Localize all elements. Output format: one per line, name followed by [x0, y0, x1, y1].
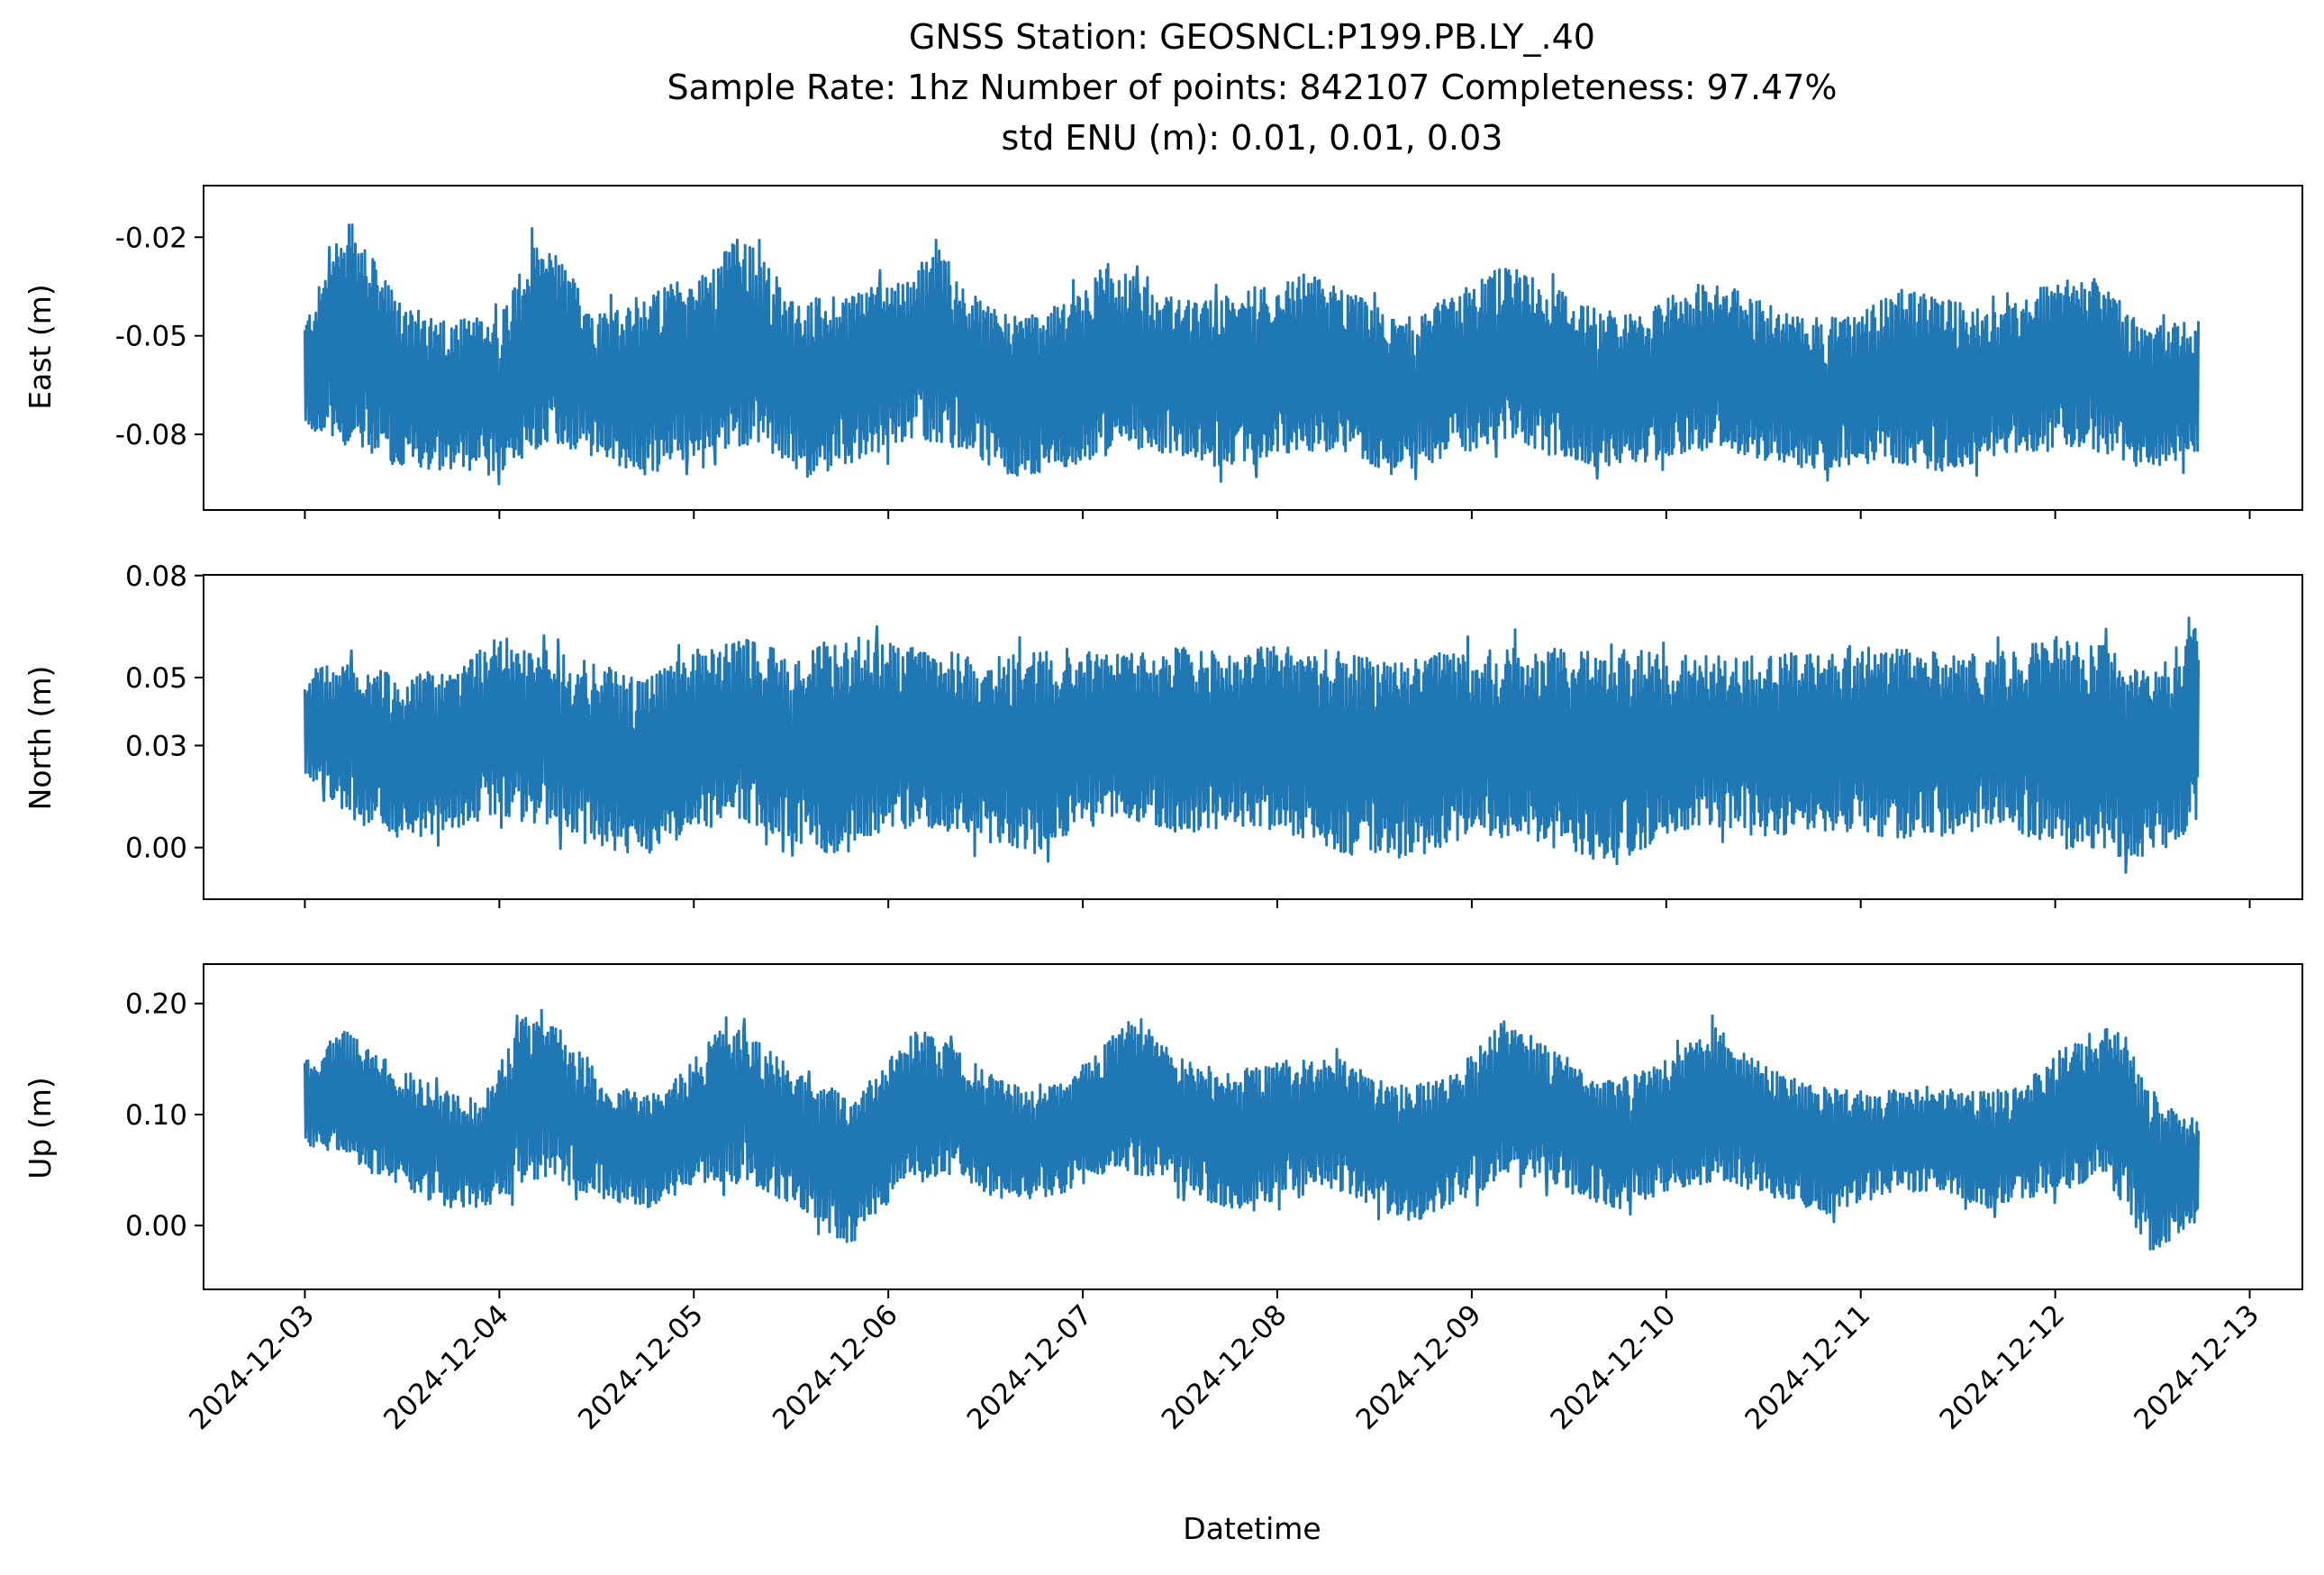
east-ytick-label: -0.08 [115, 419, 187, 451]
north-panel: 0.00 0.03 0.05 0.08 [125, 560, 2303, 908]
up-ytick-label: 0.00 [125, 1210, 187, 1243]
north-ytick-label: 0.05 [125, 662, 187, 695]
east-panel: -0.08 -0.05 -0.02 [115, 185, 2303, 519]
up-axes-frame [203, 963, 2303, 1290]
north-ytick-label: 0.08 [125, 560, 187, 593]
north-ylabel: North (m) [23, 666, 58, 811]
east-ytick-label: -0.05 [115, 321, 187, 353]
up-ytick-label: 0.10 [125, 1099, 187, 1132]
north-axes-frame [203, 574, 2303, 900]
title-line-1: GNSS Station: GEOSNCL:P199.PB.LY_.40 [909, 17, 1595, 57]
x-axis-label: Datetime [1183, 1511, 1321, 1546]
title-line-2: Sample Rate: 1hz Number of points: 84210… [667, 68, 1838, 107]
east-axes-frame [203, 185, 2303, 511]
north-ytick-label: 0.03 [125, 730, 187, 762]
east-ytick-label: -0.02 [115, 222, 187, 254]
title-line-3: std ENU (m): 0.01, 0.01, 0.03 [1002, 118, 1503, 158]
north-ytick-label: 0.00 [125, 833, 187, 865]
up-ytick-label: 0.20 [125, 988, 187, 1021]
east-ylabel: East (m) [23, 284, 58, 410]
up-panel: 0.00 0.10 0.20 [125, 963, 2303, 1298]
up-series-line [303, 1008, 2201, 1251]
up-ylabel: Up (m) [23, 1077, 58, 1179]
east-series-line [303, 223, 2201, 486]
north-series-line [303, 616, 2201, 874]
